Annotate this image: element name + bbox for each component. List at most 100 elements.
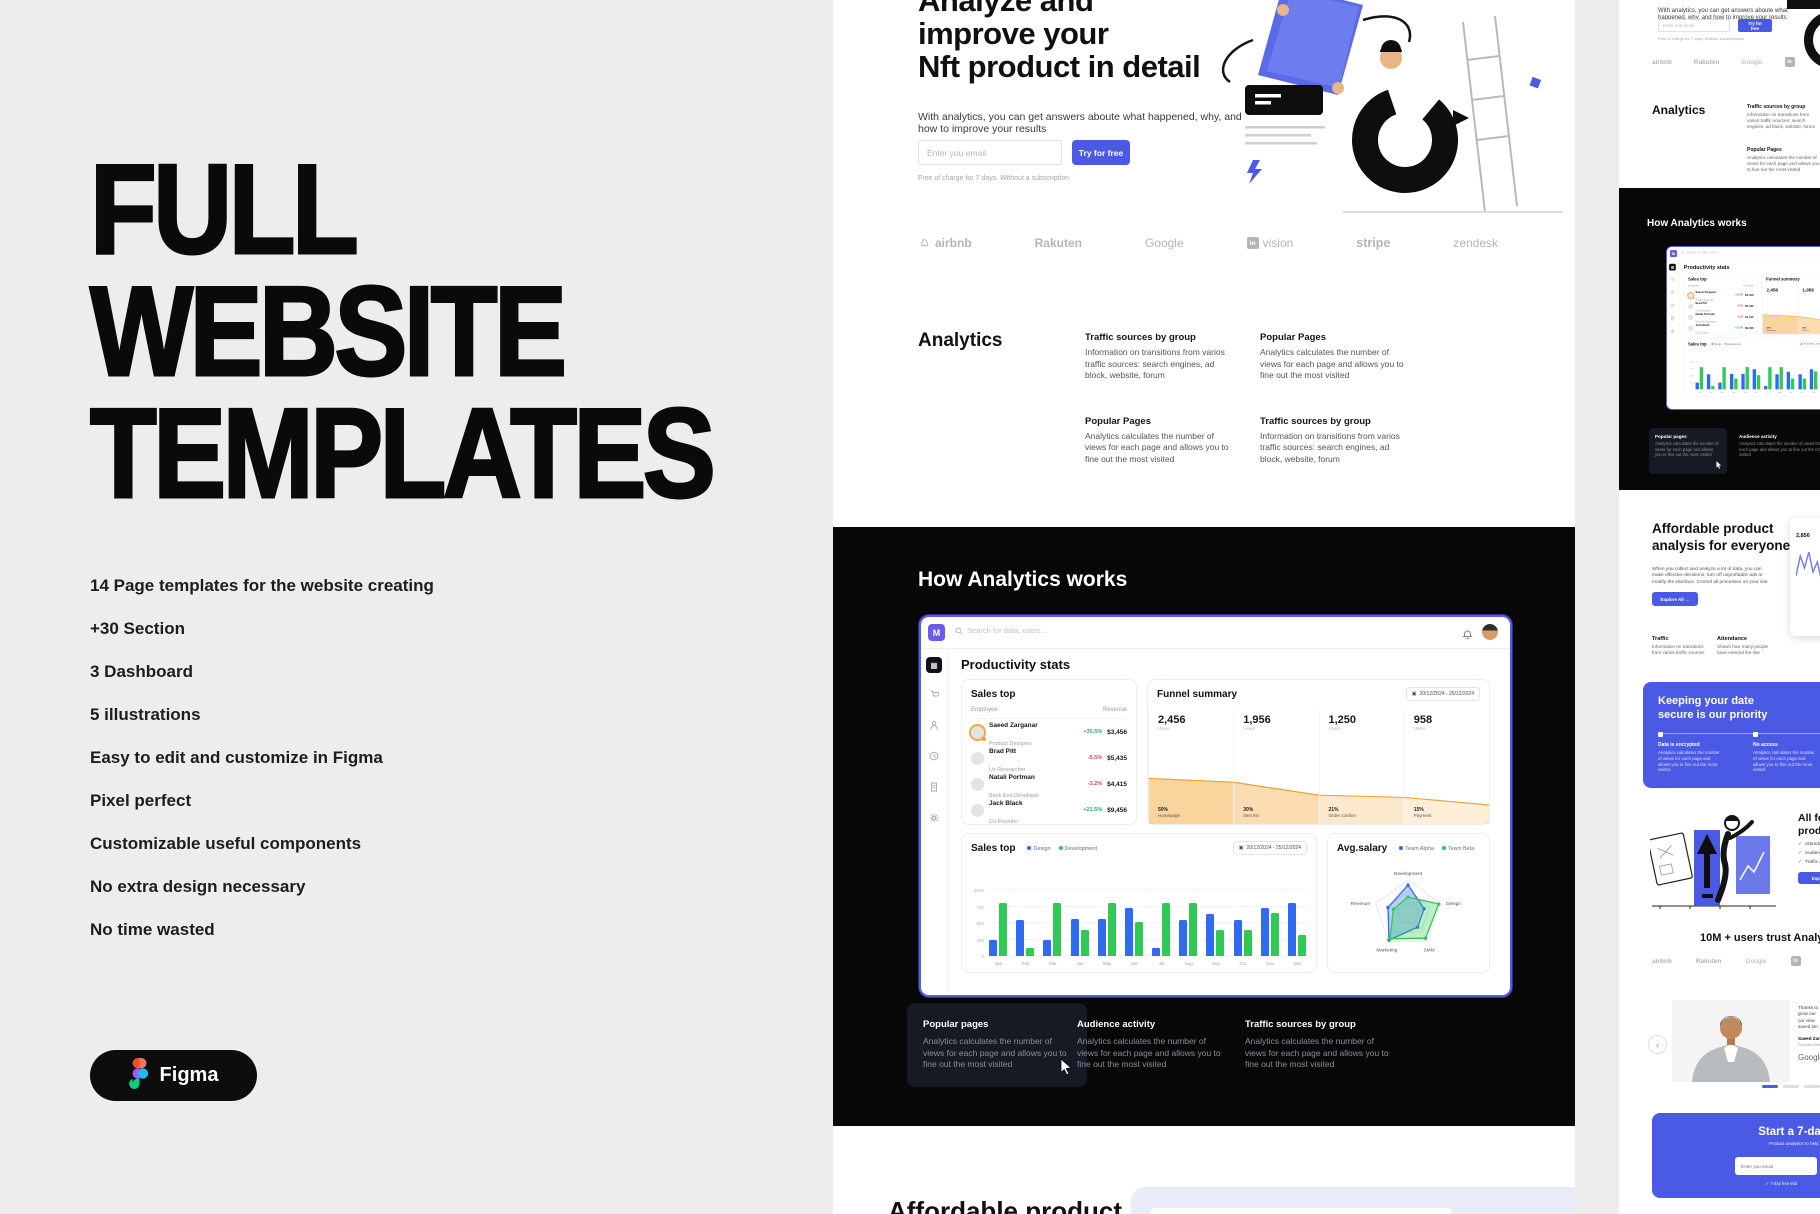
sidebar-icon[interactable] <box>1670 276 1675 284</box>
cta-check: ✓ 7-day free trial <box>1765 1181 1798 1186</box>
bar-group: Nov <box>1809 352 1818 394</box>
sidebar-dashboard-icon[interactable]: ▦ <box>1669 263 1676 271</box>
bar-chart-plot: 0 250 500 750 1000 Jan Feb Mar Apr May J… <box>974 866 1308 966</box>
calendar-icon: ▣ <box>1238 845 1244 851</box>
bar-development <box>1243 929 1252 956</box>
funnel-stage: 1,956 Users 30% Item list <box>1798 286 1820 334</box>
carousel-dot-active[interactable] <box>1762 1085 1778 1088</box>
sidebar-icon[interactable] <box>929 810 939 828</box>
bar-development <box>1756 374 1761 390</box>
google-brand: Google <box>1798 1053 1820 1062</box>
dashboard-topbar: M Search for data, users... <box>921 617 1510 649</box>
sales-row[interactable]: Jack Black Co-Founder +21.5% $9,456 <box>1688 323 1754 334</box>
stat-card-inner <box>1151 1208 1451 1214</box>
bar-development <box>1107 903 1116 956</box>
features-illustration <box>1650 815 1776 909</box>
bar-group: Jun <box>1124 866 1145 966</box>
svg-text:Revenue: Revenue <box>1351 901 1371 907</box>
avatar[interactable] <box>1482 624 1498 640</box>
logo-airbnb: airbnb <box>1652 58 1672 66</box>
email-input-small[interactable] <box>1658 19 1730 32</box>
bar-design <box>1124 908 1133 956</box>
feature-check: ✓Audienc <box>1798 851 1820 856</box>
sales-row[interactable]: Natali Portman Back End Developer -3.2% $… <box>971 771 1127 799</box>
dashboard-search-input[interactable]: Search for data, users... <box>1681 251 1720 255</box>
bar-group: Jul <box>1151 866 1172 966</box>
carousel-dot[interactable] <box>1804 1085 1820 1088</box>
sidebar-icon[interactable] <box>1670 302 1675 310</box>
security-item: No access Analytics calculates the number… <box>1753 742 1815 773</box>
bar-development <box>1026 948 1035 956</box>
explore-all-button[interactable]: Explore All → <box>1652 592 1698 606</box>
hiw-card-popular-pages[interactable]: Popular pages Analytics calculates the n… <box>907 1003 1087 1087</box>
sidebar-icon[interactable] <box>1670 289 1675 297</box>
analytics-feature-small: Popular Pages Analytics calculates the nu… <box>1747 147 1820 172</box>
sidebar-icon[interactable] <box>929 717 939 735</box>
bar-group: Apr <box>1070 866 1091 966</box>
analytics-feature: Traffic sources by group Information on t… <box>1260 415 1400 464</box>
sidebar-icon[interactable] <box>1670 315 1674 323</box>
bar-group: Jul <box>1764 352 1773 394</box>
date-range-chip[interactable]: ▣20/12/2024 - 25/12/2024 <box>1232 841 1307 855</box>
bell-icon[interactable] <box>1462 627 1473 645</box>
cta-checks: ✓ 7-day free trial ✓ No credit card requ… <box>1652 1181 1820 1186</box>
cta-email-input[interactable] <box>1735 1157 1817 1175</box>
carousel-prev-button[interactable]: ‹ <box>1648 1035 1667 1054</box>
bar-group: May <box>1741 352 1750 394</box>
sidebar-dashboard-icon[interactable]: ▦ <box>926 657 942 673</box>
sales-row[interactable]: Brad Pitt Ux Researcher -5.5% $5,435 <box>971 745 1127 773</box>
sales-row[interactable]: Saeed Zarganar Product Designer +35.5% $3… <box>971 719 1127 747</box>
sales-row[interactable]: Saeed Zarganar Product Designer +35.5% $3… <box>1688 290 1754 302</box>
bar-development <box>1791 378 1795 390</box>
feature-item: Easy to edit and customize in Figma <box>90 748 383 767</box>
bar-development <box>1733 378 1738 390</box>
how-analytics-works-heading: How Analytics works <box>918 568 1128 591</box>
gridline: 750 <box>976 905 1308 910</box>
sales-row[interactable]: Jack Black Co-Founder +21.5% $9,456 <box>971 797 1127 825</box>
bar-design <box>1729 373 1734 390</box>
try-for-free-button[interactable]: Try for free <box>1072 140 1130 165</box>
dashboard-search-input[interactable]: Search for data, users... <box>955 626 1047 635</box>
date-range-chip[interactable]: ▣20/12/2024 - 25/12/2024 <box>1405 687 1480 701</box>
bar-design <box>1152 948 1161 956</box>
hiw-card-popular-pages-small[interactable]: Popular pages Analytics calculates the nu… <box>1649 428 1727 474</box>
email-input[interactable] <box>918 140 1062 165</box>
cursor-icon <box>1716 461 1722 469</box>
chart-legend: Team Alpha Team Beta <box>1399 845 1474 852</box>
figma-badge[interactable]: Figma <box>90 1050 257 1101</box>
logo-airbnb: airbnb <box>918 236 972 250</box>
try-for-free-button-small[interactable]: Try for free <box>1738 19 1772 32</box>
cover-title-line: WEBSITE <box>89 260 569 402</box>
dashboard-logo[interactable]: M <box>1669 249 1678 258</box>
stat-value: 2,856 <box>1796 533 1810 539</box>
sidebar-icon[interactable] <box>1670 328 1675 336</box>
hiw-card-traffic-sources[interactable]: Traffic sources by group Analytics calcu… <box>1245 1019 1389 1069</box>
sales-row[interactable]: Brad Pitt Ux Researcher -5.5% $5,435 <box>1688 301 1754 313</box>
left-cover-panel: FULL WEBSITE TEMPLATES 14 Page templates… <box>0 0 833 1214</box>
bar-group: Feb <box>1706 352 1716 394</box>
carousel-dot[interactable] <box>1783 1085 1799 1088</box>
bar-group: Jun <box>1752 352 1761 394</box>
check-icon: ✓ <box>1798 842 1803 847</box>
svg-text:Design: Design <box>1446 901 1461 907</box>
date-range-chip[interactable]: ▣20/12/2024 - 25/12/2024 <box>1797 341 1820 347</box>
hiw-card-audience-activity-small[interactable]: Audience activity Analytics calculates th… <box>1739 434 1820 458</box>
bar-design <box>1287 903 1296 956</box>
bar-design <box>1179 919 1188 956</box>
figma-badge-label: Figma <box>159 1064 219 1086</box>
dashboard-logo[interactable]: M <box>928 624 945 641</box>
logo-stripe: stripe <box>1356 236 1391 250</box>
sidebar-icon[interactable] <box>929 779 939 797</box>
sidebar-icon[interactable] <box>929 686 940 704</box>
calendar-icon: ▣ <box>1800 342 1803 346</box>
explore-all-button-small[interactable]: Explore All <box>1798 872 1820 884</box>
sales-row[interactable]: Natali Portman Back End Developer -3.2% $… <box>1688 312 1754 323</box>
gridline: 0 <box>981 954 1308 959</box>
gridline: 1000 <box>974 888 1308 893</box>
hiw-card-audience-activity[interactable]: Audience activity Analytics calculates t… <box>1077 1019 1221 1069</box>
search-icon <box>955 626 963 635</box>
bar-development <box>1297 934 1306 956</box>
avatar <box>971 803 984 817</box>
sidebar-icon[interactable] <box>929 748 939 766</box>
invision-icon: in <box>1784 57 1795 67</box>
